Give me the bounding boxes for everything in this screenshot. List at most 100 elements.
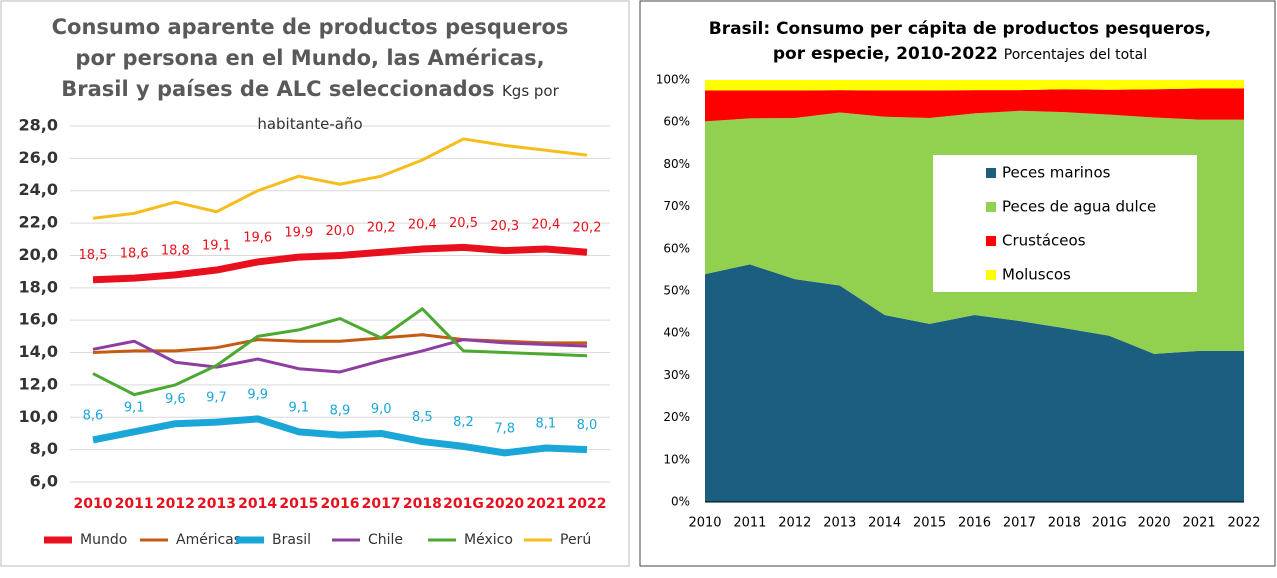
y-tick-label: 20% <box>663 410 690 424</box>
data-label: 7,8 <box>494 421 515 436</box>
data-label: 9,1 <box>288 400 309 415</box>
y-tick-label: 100% <box>656 73 690 87</box>
data-label: 8,5 <box>412 410 433 425</box>
x-tick-label: 2015 <box>913 516 946 531</box>
x-tick-label: 2022 <box>1227 516 1260 531</box>
chart-title: Consumo aparente de productos pesqueros … <box>51 15 569 101</box>
area <box>705 88 1244 122</box>
legend-label: Perú <box>560 532 591 548</box>
legend-swatch <box>986 236 996 246</box>
series-line <box>92 307 588 397</box>
x-tick-label: 2012 <box>778 516 811 531</box>
x-tick-label: 2018 <box>403 496 442 512</box>
chart-subtitle: Kgs por habitante-año <box>257 82 559 133</box>
x-tick-label: 2011 <box>115 496 154 512</box>
x-tick-label: 2015 <box>279 496 318 512</box>
x-tick-label: 2017 <box>1003 516 1036 531</box>
data-label: 18,5 <box>79 248 108 263</box>
chart-title: Brasil: Consumo per cápita de productos … <box>708 19 1212 64</box>
x-tick-label: 2020 <box>485 496 524 512</box>
legend-swatch <box>986 168 996 178</box>
x-tick-label: 2013 <box>197 496 236 512</box>
chart-subtitle: Porcentajes del total <box>1003 47 1148 63</box>
data-label: 8,6 <box>83 408 104 423</box>
legend-label: Américas <box>176 532 241 548</box>
data-label: 9,6 <box>165 392 186 407</box>
y-tick-label: 10,0 <box>19 407 58 426</box>
x-tick-label: 2011 <box>733 516 766 531</box>
y-tick-label: 6,0 <box>30 472 58 491</box>
legend-box <box>933 155 1197 292</box>
x-tick-label: 2014 <box>868 516 901 531</box>
legend-swatch <box>986 270 996 280</box>
data-label: 9,1 <box>124 400 145 415</box>
x-tick-label: 2022 <box>568 496 607 512</box>
x-tick-label: 2014 <box>238 496 277 512</box>
legend-label: México <box>464 532 513 548</box>
data-label: 19,6 <box>243 230 272 245</box>
x-tick-label: 2021 <box>526 496 565 512</box>
panel <box>0 0 630 567</box>
data-label: 20,3 <box>490 219 519 234</box>
x-tick-label: 201G <box>443 496 484 512</box>
y-tick-label: 0% <box>671 495 690 509</box>
area <box>705 264 1244 502</box>
data-label: 19,9 <box>284 226 313 241</box>
y-tick-label: 30% <box>663 368 690 382</box>
legend-label: Chile <box>368 532 403 548</box>
series-line <box>92 243 588 284</box>
x-tick-label: 201G <box>1092 516 1127 531</box>
data-label: 20,4 <box>531 217 560 232</box>
legend-label: Moluscos <box>1002 266 1071 284</box>
data-label: 8,1 <box>535 417 556 432</box>
y-tick-label: 26,0 <box>19 148 58 167</box>
data-label: 9,7 <box>206 391 227 406</box>
legend-label: Peces de agua dulce <box>1002 198 1156 216</box>
x-tick-label: 2016 <box>321 496 360 512</box>
data-label: 9,0 <box>371 402 392 417</box>
y-tick-label: 12,0 <box>19 374 58 393</box>
data-label: 20,2 <box>573 221 602 236</box>
x-tick-label: 2017 <box>362 496 401 512</box>
data-label: 8,9 <box>330 404 351 419</box>
y-tick-label: 18,0 <box>19 277 58 296</box>
legend-label: Brasil <box>272 532 311 548</box>
data-label: 19,1 <box>202 239 231 254</box>
data-label: 8,2 <box>453 415 474 430</box>
y-tick-label: 10% <box>663 452 690 466</box>
y-tick-label: 70% <box>663 199 690 213</box>
y-tick-label: 20,0 <box>19 245 58 264</box>
legend-swatch <box>986 202 996 212</box>
y-tick-label: 24,0 <box>19 180 58 199</box>
x-tick-label: 2013 <box>823 516 856 531</box>
x-tick-label: 2012 <box>156 496 195 512</box>
y-tick-label: 60% <box>663 241 690 255</box>
series-line <box>92 137 588 220</box>
data-label: 20,0 <box>326 224 355 239</box>
y-tick-label: 16,0 <box>19 310 58 329</box>
data-label: 18,8 <box>161 243 190 258</box>
series-line <box>92 338 588 374</box>
y-tick-label: 50% <box>663 284 690 298</box>
x-tick-label: 2010 <box>74 496 113 512</box>
x-tick-label: 2020 <box>1138 516 1171 531</box>
y-tick-label: 60% <box>663 115 690 129</box>
y-tick-label: 80% <box>663 157 690 171</box>
data-label: 9,9 <box>247 387 268 402</box>
series-line <box>92 415 588 457</box>
data-label: 20,5 <box>449 216 478 231</box>
data-label: 20,2 <box>367 221 396 236</box>
data-label: 18,6 <box>120 247 149 262</box>
legend-label: Mundo <box>80 532 127 548</box>
chart-title-box: Brasil: Consumo per cápita de productos … <box>700 17 1220 68</box>
area <box>705 80 1244 91</box>
y-tick-label: 22,0 <box>19 213 58 232</box>
legend-label: Peces marinos <box>1002 164 1111 182</box>
x-tick-label: 2016 <box>958 516 991 531</box>
chart-title-box: Consumo aparente de productos pesqueros … <box>40 12 580 140</box>
y-tick-label: 40% <box>663 326 690 340</box>
data-label: 8,0 <box>577 418 598 433</box>
legend-label: Crustáceos <box>1002 232 1086 250</box>
